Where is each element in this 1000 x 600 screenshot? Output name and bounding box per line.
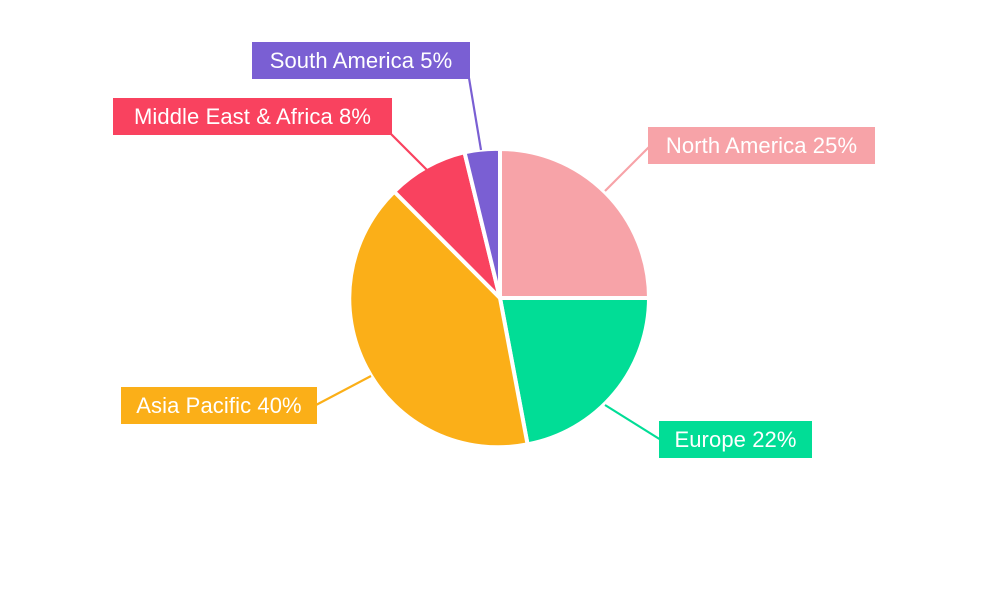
leader-line-north-america <box>604 145 651 192</box>
leader-line-europe <box>604 404 662 441</box>
pie-label-europe[interactable]: Europe 22% <box>659 421 812 458</box>
pie-slices-group <box>347 146 651 450</box>
leader-line-south-america <box>467 77 483 151</box>
pie-label-asia-pacific[interactable]: Asia Pacific 40% <box>121 387 317 424</box>
pie-slice-asia-pacific[interactable] <box>347 189 530 450</box>
pie-label-south-america[interactable]: South America 5% <box>252 42 470 79</box>
leader-line-asia-pacific <box>315 375 372 406</box>
leader-lines-group <box>315 77 662 441</box>
pie-slice-europe[interactable] <box>498 296 651 447</box>
pie-label-north-america[interactable]: North America 25% <box>648 127 875 164</box>
pie-slice-north-america[interactable] <box>498 147 651 300</box>
leader-line-middle-east-africa <box>389 132 430 173</box>
pie-label-middle-east-africa[interactable]: Middle East & Africa 8% <box>113 98 392 135</box>
pie-slice-south-america[interactable] <box>462 146 502 300</box>
